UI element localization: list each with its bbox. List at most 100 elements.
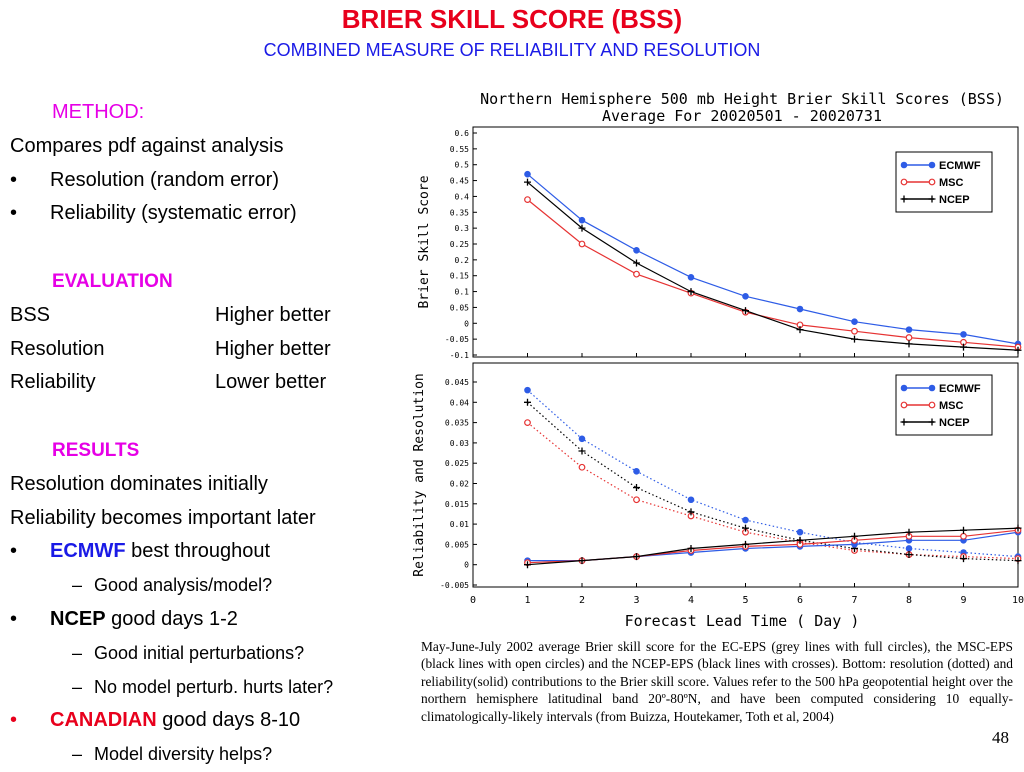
method-bullet: • Resolution (random error) [10, 164, 410, 198]
results-item-text: good days 1-2 [105, 607, 238, 630]
data-point-ecmwf [578, 216, 586, 224]
series-line-ncep [527, 181, 1019, 351]
y-axis-label: Reliability and Resolution [412, 373, 427, 577]
y-tick-label: 0.015 [445, 500, 469, 509]
y-tick-label: -0.005 [440, 581, 469, 590]
series-line-msc [527, 199, 1019, 348]
y-tick-label: 0.01 [450, 520, 469, 529]
legend-label-ncep: NCEP [939, 417, 970, 429]
data-point-ecmwf [742, 516, 749, 524]
data-point-ncep [524, 561, 531, 569]
legend-marker-msc [900, 178, 908, 186]
data-point-msc [578, 463, 586, 471]
y-tick-label: 0.2 [455, 256, 470, 265]
data-point-ncep [905, 528, 913, 536]
data-point-ncep [524, 178, 531, 186]
data-point-msc [524, 196, 531, 204]
results-subitem-text: Model diversity helps? [94, 744, 273, 765]
evaluation-heading: EVALUATION [52, 270, 173, 292]
bullet-glyph: • [10, 607, 18, 630]
legend-marker-msc [928, 178, 936, 186]
y-tick-label: 0 [464, 319, 469, 328]
legend-marker-ncep [900, 418, 908, 426]
y-tick-label: 0.03 [450, 439, 469, 448]
bullet-glyph: • [10, 202, 18, 225]
x-tick-label: 10 [1012, 595, 1024, 606]
y-tick-label: -0.1 [450, 351, 469, 360]
results-subitem: – No model perturb. hurts later? [10, 671, 410, 705]
data-point-ncep [1014, 524, 1022, 532]
results-subitem: – Good analysis/model? [10, 569, 410, 603]
series-line-ncep-resolution [527, 401, 1019, 562]
x-tick-label: 3 [633, 595, 639, 606]
dash-glyph: – [72, 642, 83, 663]
legend-label-ecmwf: ECMWF [939, 383, 981, 395]
legend-marker-msc [900, 401, 908, 409]
y-tick-label: 0.04 [450, 398, 469, 407]
x-tick-label: 7 [851, 595, 857, 606]
evaluation-metric: BSS [10, 303, 51, 326]
canadian-label: CANADIAN [50, 709, 157, 732]
data-point-ecmwf [687, 496, 695, 504]
x-tick-label: 9 [960, 595, 966, 606]
data-point-ncep [633, 553, 640, 561]
method-bullet: • Reliability (systematic error) [10, 197, 410, 231]
data-point-ncep [687, 288, 695, 296]
figure-caption: May-June-July 2002 average Brier skill s… [421, 639, 1013, 724]
series-line-ecmwf [527, 173, 1019, 345]
chart-subtitle: Average For 20020501 - 20020731 [602, 107, 882, 125]
y-tick-label: 0.02 [450, 480, 469, 489]
evaluation-metric: Reliability [10, 371, 96, 394]
chart-title: Northern Hemisphere 500 mb Height Brier … [480, 90, 1004, 108]
evaluation-row: BSS Higher better [10, 299, 410, 333]
y-tick-label: 0.15 [450, 272, 469, 281]
evaluation-row: Resolution Higher better [10, 333, 410, 367]
legend-marker-ecmwf [900, 161, 908, 169]
x-tick-label: 8 [906, 595, 912, 606]
ecmwf-label: ECMWF [50, 540, 126, 563]
legend-label-ncep: NCEP [939, 194, 970, 206]
ncep-label: NCEP [50, 607, 106, 630]
data-point-ncep [960, 555, 967, 563]
data-point-ncep [851, 532, 858, 540]
evaluation-rule: Lower better [215, 371, 327, 394]
data-point-ncep [633, 484, 640, 492]
dash-glyph: – [72, 575, 83, 596]
data-point-ncep [851, 335, 858, 343]
y-tick-label: 0.45 [450, 177, 469, 186]
legend-marker-ncep [900, 195, 908, 203]
data-point-ncep [633, 259, 640, 267]
y-tick-label: 0.005 [445, 540, 469, 549]
method-bullet-text: Resolution (random error) [50, 168, 279, 191]
data-point-msc [633, 496, 640, 504]
data-point-ncep [1014, 557, 1022, 565]
legend-label-msc: MSC [939, 400, 964, 412]
data-point-ecmwf [687, 274, 695, 281]
method-text: Compares pdf against analysis [10, 134, 284, 157]
series-line-ecmwf-resolution [527, 389, 1019, 558]
data-point-ncep [905, 340, 913, 348]
data-point-msc [633, 270, 640, 278]
slide-subtitle: COMBINED MEASURE OF RELIABILITY AND RESO… [263, 40, 761, 60]
page-number: 48 [992, 728, 1009, 747]
bss-chart-figure: Northern Hemisphere 500 mb Height Brier … [412, 90, 1024, 630]
left-text-panel: METHOD: Compares pdf against analysis • R… [10, 96, 410, 772]
data-point-ecmwf [633, 247, 640, 254]
x-tick-label: 1 [524, 595, 530, 606]
data-point-ncep [687, 544, 695, 552]
bullet-glyph: • [10, 540, 18, 563]
y-tick-label: 0.05 [450, 303, 469, 312]
data-point-ncep [960, 343, 967, 351]
method-bullet-text: Reliability (systematic error) [50, 202, 297, 225]
legend-marker-msc [928, 401, 936, 409]
results-subitem-text: Good initial perturbations? [94, 642, 305, 663]
y-tick-label: 0.55 [450, 145, 469, 154]
legend-marker-ecmwf [928, 384, 936, 392]
bullet-glyph: • [10, 709, 18, 732]
results-subitem-text: No model perturb. hurts later? [94, 676, 334, 697]
data-point-ncep [1014, 346, 1022, 354]
y-tick-label: 0.045 [445, 378, 469, 387]
y-tick-label: 0.25 [450, 240, 469, 249]
data-point-ecmwf [905, 326, 913, 333]
results-subitem: – Good initial perturbations? [10, 637, 410, 671]
